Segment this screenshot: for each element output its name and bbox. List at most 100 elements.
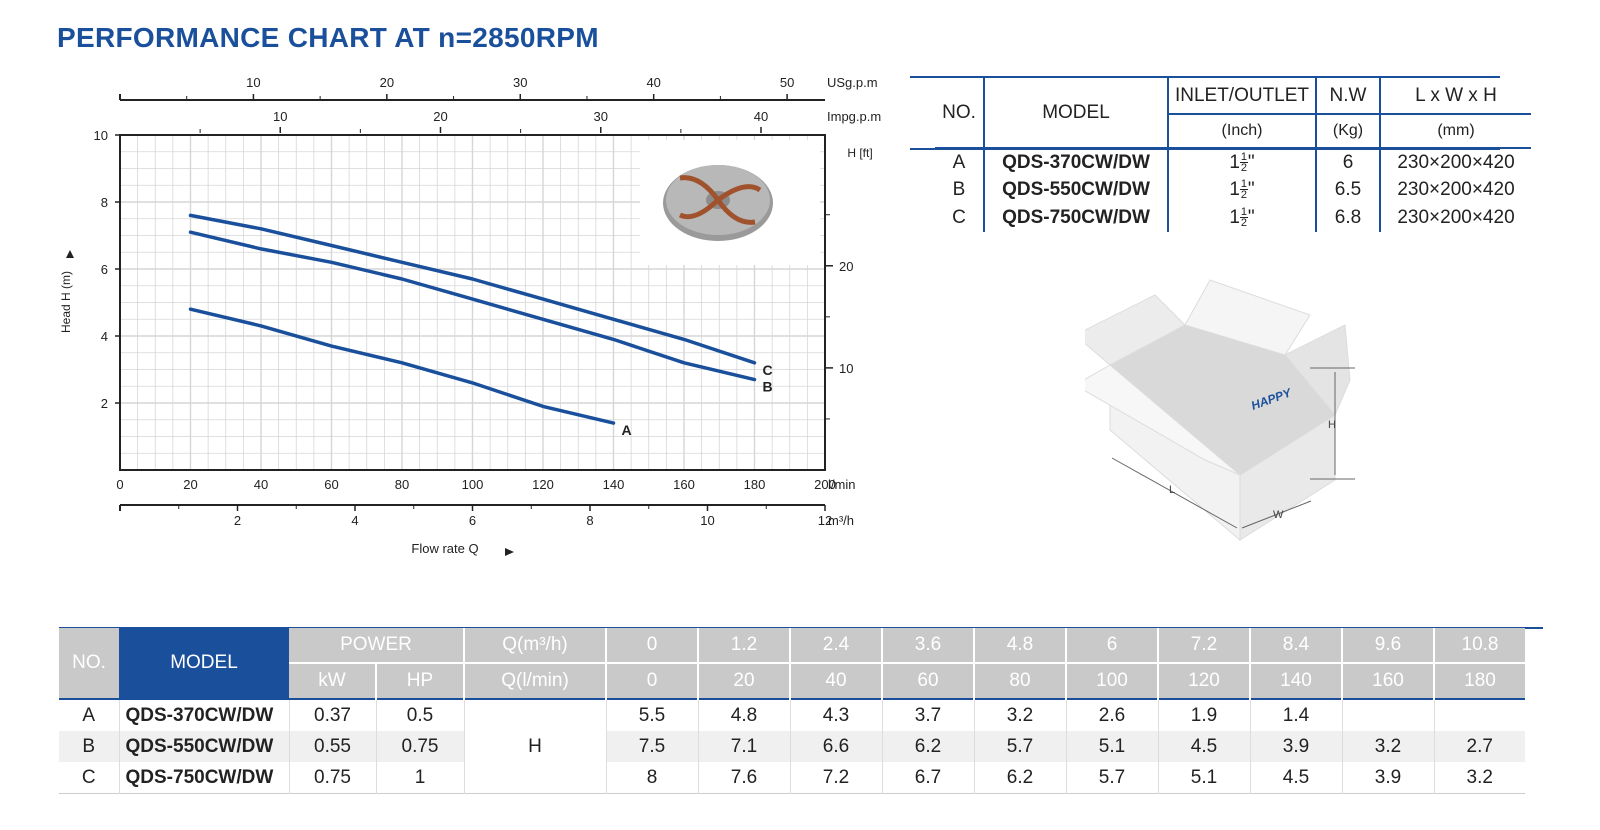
h-cell: 6.2: [973, 762, 1066, 794]
y-tick-label: 2: [101, 396, 108, 411]
h-cell: 3.7: [881, 699, 974, 731]
spec-row-no: B: [952, 179, 966, 200]
usgpm-tick-label: 10: [246, 75, 260, 90]
table-row-hp: 1: [375, 762, 464, 794]
spec-row-inlet: 1 1 2 ": [1167, 176, 1316, 204]
ft-tick-label: 20: [839, 259, 853, 274]
curve-B: [188, 230, 757, 382]
impgpm-tick-label: 20: [433, 109, 447, 124]
inlet-mark: ": [1247, 179, 1255, 200]
y-axis-label: Head H (m): [59, 271, 73, 333]
h-cell: 5.7: [1065, 762, 1158, 794]
q-lmin-cell: 140: [1249, 662, 1342, 699]
x-tick-label: 140: [603, 477, 625, 492]
q-m3h-cell: 10.8: [1433, 628, 1525, 664]
page-title: PERFORMANCE CHART AT n=2850RPM: [57, 22, 599, 53]
table-header-kw: kW: [289, 662, 376, 699]
x-axis-arrow: [505, 548, 514, 556]
m3h-tick-label: 10: [700, 513, 714, 528]
x-tick-label: 120: [532, 477, 554, 492]
h-cell: 8: [646, 766, 658, 788]
carton-box-illustration: HAPPY H L W: [1085, 279, 1355, 542]
curve-label-B: B: [763, 379, 773, 395]
y-tick-label: 4: [101, 329, 108, 344]
y-tick-label: 6: [101, 262, 108, 277]
table-row-kw: 0.75: [288, 762, 376, 794]
h-cell: 7.1: [697, 731, 790, 762]
spec-row-inlet: 1 1 2 ": [1167, 147, 1316, 176]
spec-unit-nw: (Kg): [1315, 113, 1380, 148]
impeller-image: [640, 140, 820, 265]
spec-unit-dims: (mm): [1379, 113, 1531, 148]
h-cell: 3.2: [1433, 762, 1525, 794]
y-tick-label: 8: [101, 195, 108, 210]
q-lmin-cell: 80: [973, 662, 1066, 699]
spec-table-top-rule: [910, 76, 1500, 78]
h-cell: [1341, 699, 1434, 731]
q-lmin-cell: 20: [697, 662, 790, 699]
h-cell: [1433, 699, 1525, 731]
x-unit-label: l/min: [828, 477, 855, 492]
table-row-no: A: [82, 704, 96, 726]
impgpm-tick-label: 30: [594, 109, 608, 124]
h-cell: 5.7: [973, 731, 1066, 762]
x-tick-label: 40: [254, 477, 268, 492]
table-header-q-lmin: Q(l/min): [463, 662, 606, 699]
h-cell: 5.5: [638, 704, 666, 726]
spec-header-model: MODEL: [983, 78, 1168, 148]
m3h-tick-label: 12: [818, 513, 832, 528]
q-m3h-cell: 7.2: [1157, 628, 1250, 664]
table-row-model: QDS-750CW/DW: [118, 762, 289, 794]
h-cell: 6.6: [789, 731, 882, 762]
inlet-den: 2: [1240, 161, 1247, 174]
inlet-den: 2: [1240, 189, 1247, 202]
h-cell: 1.4: [1249, 699, 1342, 731]
h-cell: 2.6: [1065, 699, 1158, 731]
q-m3h-cell: 2.4: [789, 628, 882, 664]
h-cell: 2.7: [1433, 731, 1525, 762]
spec-row-nw: 6: [1315, 147, 1380, 176]
q-m3h-cell: 6: [1065, 628, 1158, 664]
spec-row-dims: 230×200×420: [1379, 204, 1531, 232]
box-label-h: H: [1328, 419, 1336, 431]
q-lmin-cell: 180: [1433, 662, 1525, 699]
spec-header-dims: L x W x H: [1379, 78, 1531, 114]
x-axis-label: Flow rate Q: [411, 541, 478, 556]
x-tick-label: 160: [673, 477, 695, 492]
h-cell: 6.7: [881, 762, 974, 794]
q-lmin-cell: 40: [789, 662, 882, 699]
m3h-unit-label: m³/h: [828, 513, 854, 528]
m3h-tick-label: 4: [351, 513, 358, 528]
m3h-tick-label: 8: [586, 513, 593, 528]
q-m3h-cell: 8.4: [1249, 628, 1342, 664]
x-tick-label: 20: [183, 477, 197, 492]
table-row-hp: 0.5: [375, 699, 464, 731]
usgpm-tick-label: 30: [513, 75, 527, 90]
h-cell: 1.9: [1157, 699, 1250, 731]
curve-label-C: C: [763, 362, 773, 378]
q-m3h-cell: 1.2: [697, 628, 790, 664]
spec-row-no: C: [952, 207, 966, 228]
inlet-den: 2: [1240, 217, 1247, 230]
spec-table-mid-rule: [910, 148, 1500, 150]
ft-tick-label: 10: [839, 361, 853, 376]
spec-row-model: QDS-550CW/DW: [983, 176, 1168, 204]
inlet-num: 1: [1240, 206, 1247, 219]
usgpm-unit-label: USg.p.m: [827, 75, 878, 90]
table-header-power: POWER: [289, 628, 464, 664]
usgpm-tick-label: 20: [380, 75, 394, 90]
plot-frame: [119, 134, 826, 471]
spec-row-nw: 6.5: [1315, 176, 1380, 204]
impgpm-unit-label: Impg.p.m: [827, 109, 881, 124]
curve-A: [188, 307, 616, 425]
spec-row-dims: 230×200×420: [1379, 176, 1531, 204]
h-cell: 4.3: [789, 699, 882, 731]
table-row-model: QDS-370CW/DW: [118, 699, 289, 731]
spec-row-nw: 6.8: [1315, 204, 1380, 232]
x-tick-label: 200: [814, 477, 836, 492]
m3h-tick-label: 2: [234, 513, 241, 528]
